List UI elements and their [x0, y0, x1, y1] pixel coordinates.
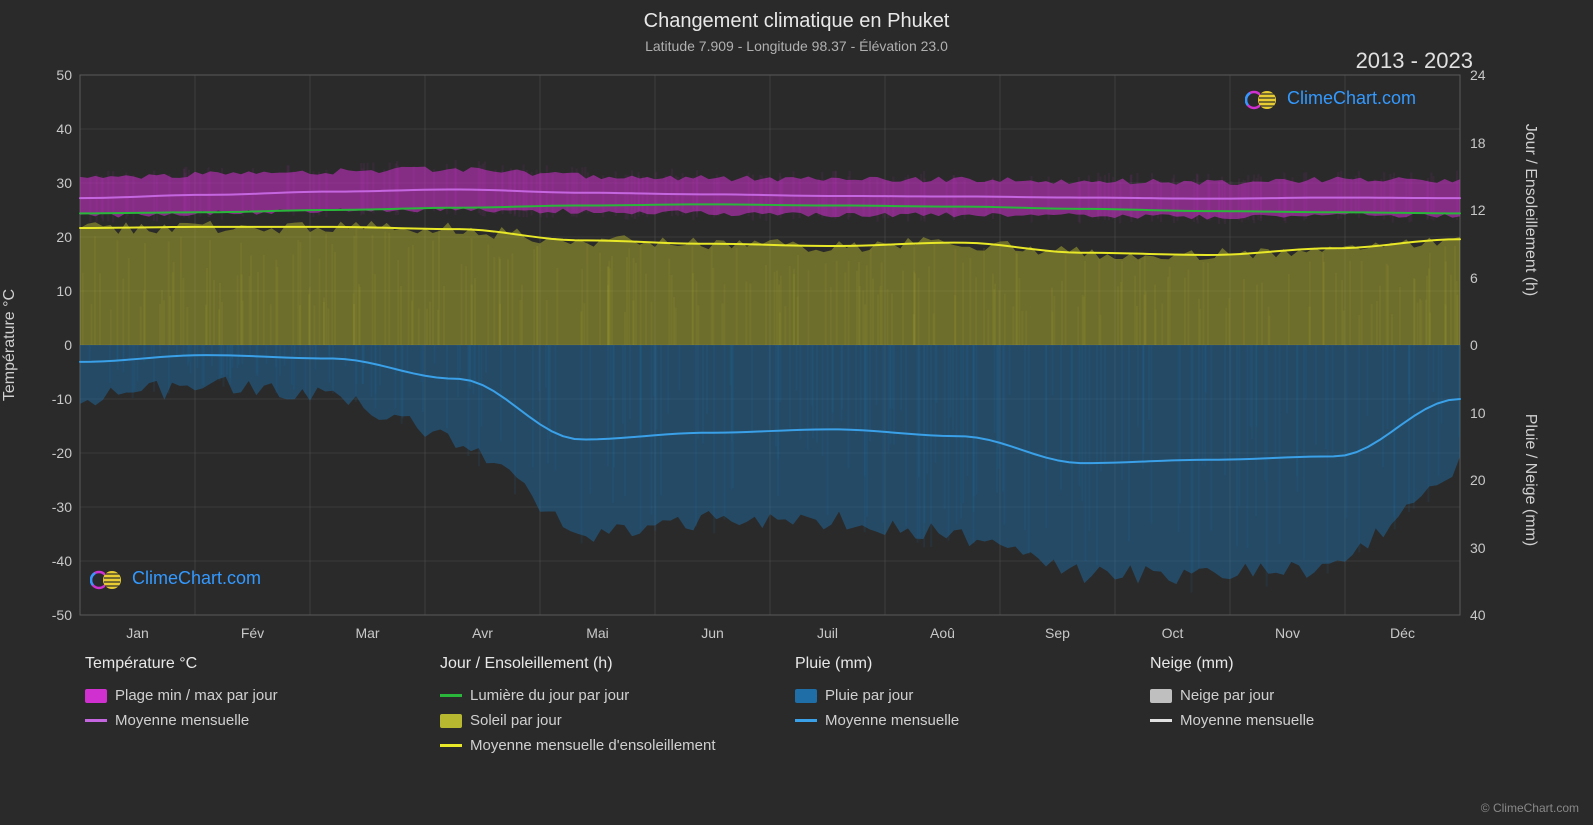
y-right-bottom-axis-label: Pluie / Neige (mm): [1521, 414, 1539, 546]
axis-tick: Aoû: [930, 625, 955, 641]
axis-tick: 10: [32, 283, 72, 299]
axis-tick: Jun: [701, 625, 724, 641]
legend-label: Moyenne mensuelle: [825, 712, 959, 729]
legend-header: Température °C: [85, 655, 440, 673]
legend-column: Température °C Plage min / max par jour Mo…: [85, 655, 440, 754]
watermark-text: ClimeChart.com: [1287, 88, 1416, 109]
legend-item: Lumière du jour par jour: [440, 687, 795, 704]
legend-item: Neige par jour: [1150, 687, 1505, 704]
legend-line-icon: [85, 719, 107, 722]
legend-line-icon: [440, 744, 462, 747]
legend-line-icon: [440, 694, 462, 697]
legend-column: Jour / Ensoleillement (h) Lumière du jour…: [440, 655, 795, 754]
axis-tick: 10: [1470, 405, 1486, 421]
axis-tick: 40: [32, 121, 72, 137]
axis-tick: 30: [32, 175, 72, 191]
legend-label: Lumière du jour par jour: [470, 687, 629, 704]
axis-tick: 24: [1470, 67, 1486, 83]
legend-header: Jour / Ensoleillement (h): [440, 655, 795, 673]
axis-tick: 30: [1470, 540, 1486, 556]
legend-header: Neige (mm): [1150, 655, 1505, 673]
axis-tick: Juil: [817, 625, 838, 641]
watermark: ClimeChart.com: [90, 568, 261, 589]
axis-tick: Fév: [241, 625, 264, 641]
legend-item: Moyenne mensuelle: [795, 712, 1150, 729]
legend-label: Pluie par jour: [825, 687, 913, 704]
axis-tick: -10: [32, 391, 72, 407]
climate-chart-container: Changement climatique en Phuket Latitude…: [0, 0, 1593, 825]
legend-label: Moyenne mensuelle: [1180, 712, 1314, 729]
axis-tick: -20: [32, 445, 72, 461]
legend-label: Moyenne mensuelle d'ensoleillement: [470, 737, 716, 754]
axis-tick: Mai: [586, 625, 609, 641]
axis-tick: Avr: [472, 625, 493, 641]
axis-tick: -40: [32, 553, 72, 569]
legend-header: Pluie (mm): [795, 655, 1150, 673]
axis-tick: 12: [1470, 202, 1486, 218]
axis-tick: 40: [1470, 607, 1486, 623]
legend-swatch-icon: [1150, 689, 1172, 703]
axis-tick: 20: [32, 229, 72, 245]
legend-item: Soleil par jour: [440, 712, 795, 729]
watermark: ClimeChart.com: [1245, 88, 1416, 109]
axis-tick: Mar: [355, 625, 379, 641]
axis-tick: Sep: [1045, 625, 1070, 641]
copyright: © ClimeChart.com: [1481, 801, 1579, 815]
legend-item: Pluie par jour: [795, 687, 1150, 704]
climechart-logo-icon: [1245, 89, 1281, 109]
legend-item: Moyenne mensuelle d'ensoleillement: [440, 737, 795, 754]
legend-line-icon: [1150, 719, 1172, 722]
axis-tick: Jan: [126, 625, 149, 641]
y-left-axis-label: Température °C: [1, 289, 19, 401]
axis-tick: -50: [32, 607, 72, 623]
climechart-logo-icon: [90, 569, 126, 589]
axis-tick: 18: [1470, 135, 1486, 151]
legend-line-icon: [795, 719, 817, 722]
axis-tick: Oct: [1162, 625, 1184, 641]
legend-item: Moyenne mensuelle: [85, 712, 440, 729]
legend-column: Neige (mm) Neige par jour Moyenne mensuell…: [1150, 655, 1505, 754]
axis-tick: -30: [32, 499, 72, 515]
axis-tick: Nov: [1275, 625, 1300, 641]
legend-label: Neige par jour: [1180, 687, 1274, 704]
legend-label: Soleil par jour: [470, 712, 562, 729]
axis-tick: 50: [32, 67, 72, 83]
axis-tick: Déc: [1390, 625, 1415, 641]
axis-tick: 0: [32, 337, 72, 353]
axis-tick: 0: [1470, 337, 1478, 353]
axis-tick: 20: [1470, 472, 1486, 488]
legend-swatch-icon: [440, 714, 462, 728]
legend-label: Plage min / max par jour: [115, 687, 278, 704]
legend-item: Moyenne mensuelle: [1150, 712, 1505, 729]
legend: Température °C Plage min / max par jour Mo…: [85, 655, 1505, 754]
watermark-text: ClimeChart.com: [132, 568, 261, 589]
legend-column: Pluie (mm) Pluie par jour Moyenne mensuell…: [795, 655, 1150, 754]
legend-swatch-icon: [795, 689, 817, 703]
legend-swatch-icon: [85, 689, 107, 703]
legend-label: Moyenne mensuelle: [115, 712, 249, 729]
legend-item: Plage min / max par jour: [85, 687, 440, 704]
axis-tick: 6: [1470, 270, 1478, 286]
y-right-top-axis-label: Jour / Ensoleillement (h): [1521, 124, 1539, 297]
